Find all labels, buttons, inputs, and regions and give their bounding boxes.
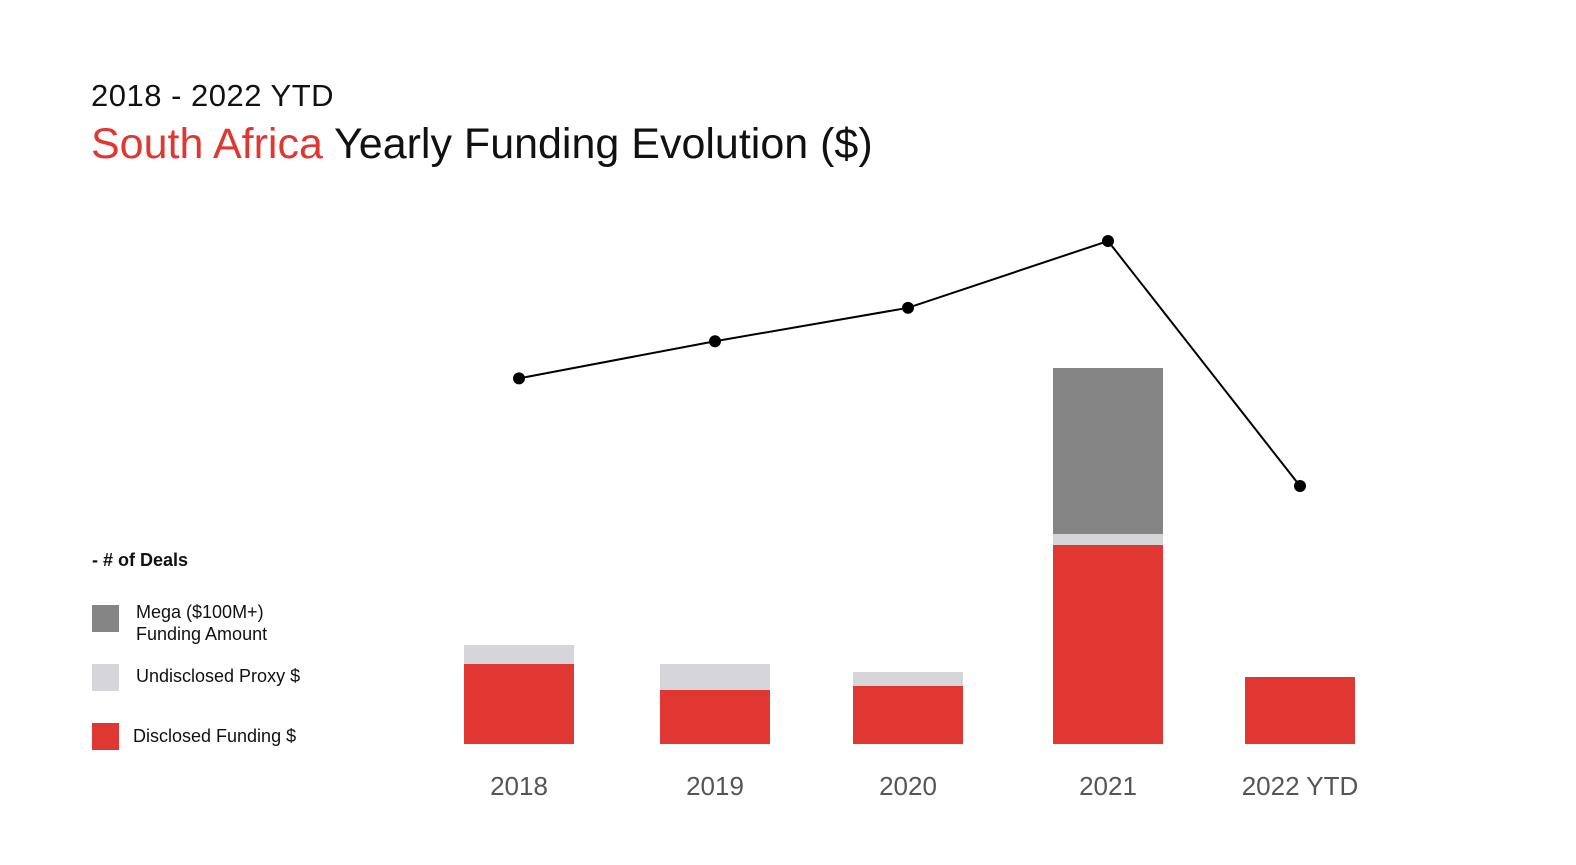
bar-2019-s1: [660, 664, 770, 690]
bar-2020-s1: [853, 672, 963, 686]
deals-line: [518, 239, 1301, 487]
legend-label-disclosed: Disclosed Funding $: [133, 726, 297, 746]
bar-2018-s1: [464, 645, 574, 664]
deals-point: [1294, 480, 1306, 492]
deals-point: [902, 301, 914, 314]
legend-label-undisclosed: Undisclosed Proxy $: [136, 666, 301, 686]
x-tick-label: 2020: [879, 771, 937, 801]
deals-point: [1102, 235, 1114, 247]
legend-item-disclosed: Disclosed Funding $: [92, 723, 296, 750]
x-tick-label: 2021: [1079, 771, 1137, 801]
legend-swatch-disclosed: [92, 723, 119, 750]
legend-deals-label: - # of Deals: [92, 550, 189, 570]
legend-label-mega: Mega ($100M+) Funding Amount: [136, 602, 268, 644]
bar-2021-s2: [1053, 368, 1163, 534]
title-rest: Yearly Funding Evolution ($): [322, 120, 873, 168]
legend-item-mega: Mega ($100M+) Funding Amount: [92, 602, 267, 645]
x-tick-label: 2019: [686, 771, 744, 801]
title-country: South Africa: [91, 120, 323, 168]
legend-swatch-mega: [92, 605, 119, 632]
deals-point: [709, 335, 721, 348]
bar-2019-s0: [660, 690, 770, 744]
x-tick-label: 2018: [490, 771, 548, 801]
bar-2021-s1: [1053, 534, 1163, 545]
legend-swatch-undisclosed: [92, 664, 119, 691]
bar-2020-s0: [853, 686, 963, 744]
deals-point: [513, 372, 525, 385]
bar-2022-ytd-s0: [1245, 677, 1355, 744]
bar-2018-s0: [464, 664, 574, 744]
legend-item-undisclosed: Undisclosed Proxy $: [92, 664, 300, 691]
chart-title: South Africa Yearly Funding Evolution ($…: [91, 120, 873, 169]
bar-2021-s0: [1053, 545, 1163, 744]
chart-subtitle: 2018 - 2022 YTD: [91, 78, 335, 113]
x-tick-label: 2022 YTD: [1242, 771, 1359, 801]
